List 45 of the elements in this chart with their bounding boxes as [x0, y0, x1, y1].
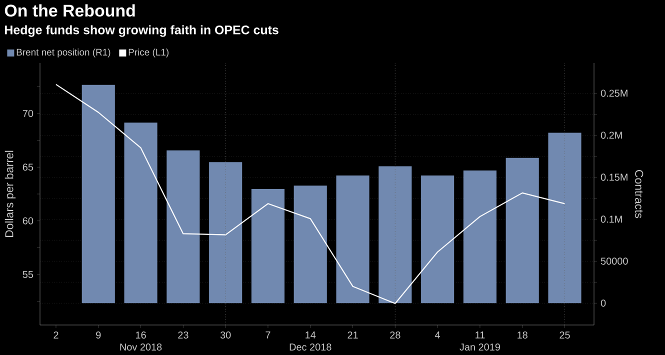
bar: [378, 166, 412, 304]
x-tick-label: 9: [96, 332, 101, 339]
y-tick-label: 65: [22, 164, 34, 171]
text: Jan 2019: [460, 344, 500, 351]
bar: [506, 158, 539, 304]
y-axis-title: Dollars per barrel: [4, 150, 16, 237]
x-tick-label: 25: [560, 332, 570, 339]
x-tick-label: 2: [54, 332, 58, 338]
legend-label: Price (L1): [128, 48, 169, 58]
x-tick-label: 7: [266, 332, 270, 338]
bar: [421, 176, 454, 304]
x-tick-label: 14: [306, 332, 316, 338]
y-tick-label: 55: [22, 271, 34, 278]
y-tick-label: 60: [22, 217, 34, 224]
x-tick-label: 11: [476, 332, 485, 338]
legend-label: Brent net position (R1): [16, 48, 110, 58]
bar: [463, 170, 496, 304]
y2-tick-label: 0.2M: [600, 132, 622, 139]
bar: [166, 150, 200, 304]
bar: [548, 132, 582, 304]
x-tick-label: 30: [220, 332, 231, 339]
y2-tick-label: 0.1M: [600, 216, 622, 223]
bar: [124, 122, 158, 304]
y-tick-label: 70: [22, 110, 34, 117]
text: Nov 2018: [120, 344, 162, 351]
x-tick-label: 23: [178, 332, 188, 339]
text: Dec 2018: [290, 344, 332, 351]
bar: [209, 162, 242, 304]
y2-tick-label: 0.25M: [600, 90, 628, 97]
y2-tick-label: 50000: [600, 258, 628, 265]
x-tick-label: 18: [518, 332, 528, 339]
bar: [251, 188, 285, 304]
x-tick-label: 4: [435, 332, 440, 338]
chart-title: On the Rebound: [4, 4, 135, 17]
x-tick-label: 16: [136, 332, 146, 339]
bar: [294, 186, 327, 304]
x-tick-label: 21: [348, 332, 358, 338]
y2-tick-label: 0.15M: [600, 174, 628, 181]
chart-subtitle: Hedge funds show growing faith in OPEC cuts: [5, 25, 278, 37]
bar: [82, 84, 115, 304]
line-series: [55, 84, 566, 304]
bar: [336, 176, 370, 304]
y2-tick-label: 0: [600, 300, 606, 307]
y2-axis-title: Contracts: [635, 170, 644, 218]
x-tick-label: 28: [390, 332, 400, 339]
